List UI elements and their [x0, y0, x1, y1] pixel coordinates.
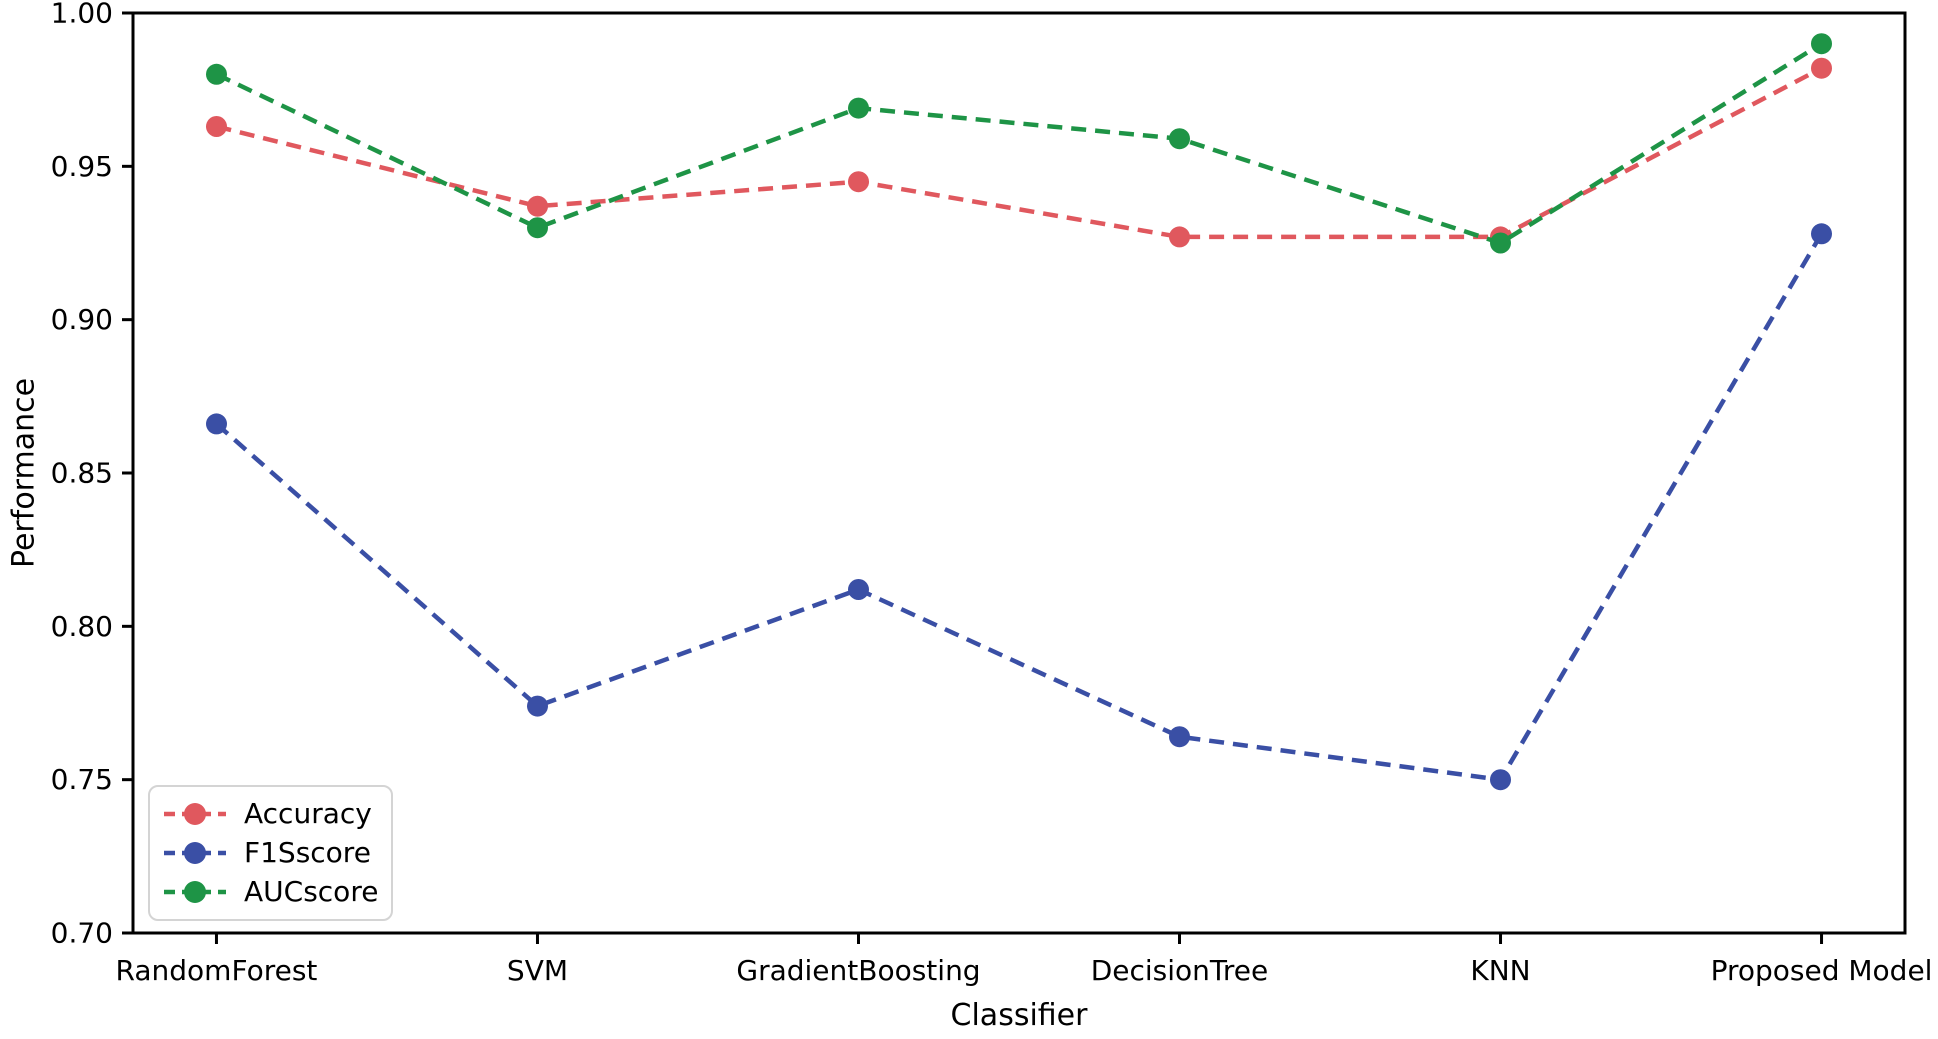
y-tick-label: 0.90	[51, 303, 113, 336]
x-tick-label: SVM	[507, 954, 568, 987]
data-point	[527, 695, 548, 717]
data-point	[1811, 57, 1832, 79]
data-point	[1169, 128, 1190, 150]
data-point	[527, 217, 548, 239]
y-tick-label: 1.00	[51, 0, 113, 30]
y-tick-label: 0.80	[51, 610, 113, 643]
y-tick-label: 0.85	[51, 457, 113, 490]
series-f1sscore	[206, 223, 1832, 791]
data-point	[206, 413, 227, 435]
y-tick-label: 0.95	[51, 150, 113, 183]
y-axis-title: Performance	[6, 377, 42, 569]
y-tick-label: 0.75	[51, 763, 113, 796]
series-line	[215, 41, 1823, 246]
x-tick-label: Proposed Model	[1711, 954, 1933, 987]
series-accuracy	[206, 57, 1832, 248]
data-point	[848, 97, 869, 119]
data-point	[1490, 769, 1511, 791]
legend-label: Accuracy	[244, 797, 372, 831]
data-point	[1811, 33, 1832, 55]
data-point	[1490, 232, 1511, 254]
x-tick-label: KNN	[1470, 954, 1530, 987]
x-axis-title: Classifier	[950, 998, 1088, 1033]
y-tick-label: 0.70	[51, 917, 113, 950]
data-point	[848, 579, 869, 600]
series-line	[215, 66, 1823, 240]
data-point	[848, 171, 869, 193]
data-point	[206, 116, 227, 137]
axes	[131, 11, 1907, 935]
legend-line-marker-icon	[164, 803, 226, 826]
x-tick-label: RandomForest	[116, 954, 318, 987]
legend-label: F1Sscore	[244, 835, 371, 869]
legend-line-marker-icon	[164, 880, 226, 903]
data-point	[1169, 726, 1190, 748]
plot-border	[131, 11, 1907, 935]
legend-label: AUCscore	[244, 874, 379, 908]
legend-item-accuracy: Accuracy	[162, 800, 379, 828]
data-point	[527, 195, 548, 217]
series-line	[215, 232, 1824, 783]
legend-line-marker-icon	[164, 841, 226, 864]
legend: Accuracy F1Sscore AUCscore	[148, 785, 393, 921]
x-tick-label: GradientBoosting	[736, 954, 980, 987]
data-point	[206, 63, 227, 85]
x-tick-label: DecisionTree	[1091, 954, 1269, 987]
y-axis: 0.70 0.75 0.80 0.85 0.90 0.95 1.00	[51, 0, 133, 950]
data-point	[1169, 226, 1190, 248]
series-aucscore	[206, 33, 1832, 254]
legend-item-aucscore: AUCscore	[162, 874, 379, 908]
x-axis: RandomForest SVM GradientBoosting DecisionT…	[116, 933, 1933, 987]
data-point	[1811, 223, 1832, 245]
legend-item-f1sscore: F1Sscore	[162, 835, 379, 869]
